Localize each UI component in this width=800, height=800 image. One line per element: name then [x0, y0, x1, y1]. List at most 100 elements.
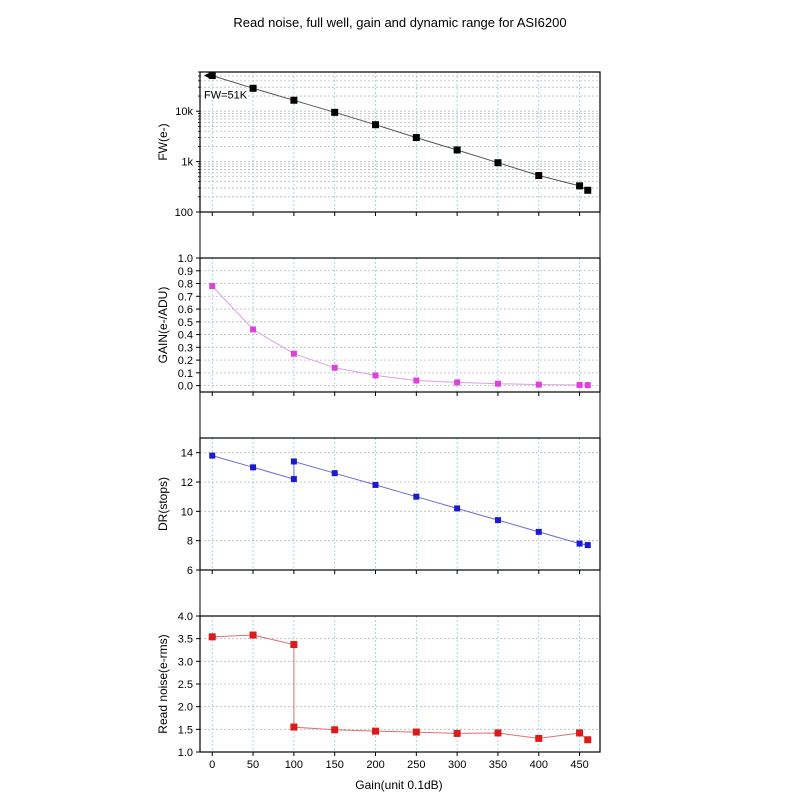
- y-axis-title: FW(e-): [156, 123, 170, 160]
- panel-dr: 6 8 10 12 14 DR(stops): [156, 437, 601, 577]
- data-point-read-noise: [453, 729, 461, 737]
- data-point-dr: [331, 470, 338, 477]
- y-tick-label: 2.5: [178, 679, 193, 691]
- y-tick-label: 8: [187, 536, 193, 548]
- annotation-arrow-head: [204, 72, 210, 79]
- y-tick-label: 0.2: [178, 355, 193, 367]
- y-axis-title: Read noise(e-rms): [156, 634, 170, 733]
- data-point-dr: [290, 476, 297, 483]
- data-point-fw: [453, 146, 461, 154]
- plot-frame: [199, 71, 601, 213]
- y-tick-label: 1.0: [178, 253, 193, 265]
- y-tick-label: 0.9: [178, 266, 193, 278]
- data-point-dr: [584, 542, 591, 549]
- series-line-dr: [212, 455, 588, 546]
- data-point-dr: [372, 481, 379, 488]
- y-tick-label: 1k: [181, 157, 193, 169]
- panel-read-noise: 1.0 1.5 2.0 2.5 3.0 3.5 4.0 0 50 100 150 200 250 300 3…: [156, 611, 601, 771]
- data-point-gain: [413, 377, 420, 384]
- data-point-dr: [413, 493, 420, 500]
- y-tick-label: 6: [187, 565, 193, 577]
- data-point-dr: [250, 464, 257, 471]
- data-point-gain: [290, 350, 297, 357]
- data-point-read-noise: [494, 729, 502, 737]
- data-point-read-noise: [535, 734, 543, 742]
- y-tick-label: 10: [181, 506, 193, 518]
- y-tick-label: 0.0: [178, 381, 193, 393]
- y-tick-label: 12: [181, 477, 193, 489]
- data-point-dr: [290, 458, 297, 465]
- data-point-gain: [331, 364, 338, 371]
- y-tick-label: 0.8: [178, 279, 193, 291]
- data-point-gain: [584, 382, 591, 389]
- y-tick-label: 0.1: [178, 368, 193, 380]
- plot-frame: [199, 257, 601, 393]
- x-tick-label: 200: [366, 759, 384, 771]
- chart-title: Read noise, full well, gain and dynamic …: [233, 15, 566, 30]
- data-point-dr: [209, 452, 216, 459]
- y-tick-label: 0.6: [178, 304, 193, 316]
- y-tick-label: 0.4: [178, 330, 193, 342]
- data-point-fw: [290, 96, 298, 104]
- data-point-read-noise: [208, 633, 216, 641]
- data-point-fw: [584, 186, 592, 194]
- data-point-gain: [494, 380, 501, 387]
- plot-frame: [199, 437, 601, 571]
- data-point-gain: [372, 372, 379, 379]
- data-point-gain: [209, 283, 216, 290]
- y-tick-label: 100: [175, 207, 193, 219]
- y-tick-label: 10k: [175, 106, 193, 118]
- data-point-fw: [208, 72, 216, 80]
- x-tick-label: 350: [489, 759, 507, 771]
- x-tick-label: 150: [326, 759, 344, 771]
- data-point-fw: [576, 182, 584, 190]
- data-point-gain: [454, 379, 461, 386]
- data-point-read-noise: [372, 727, 380, 735]
- x-tick-label: 100: [285, 759, 303, 771]
- data-point-read-noise: [584, 736, 592, 744]
- x-axis-title: Gain(unit 0.1dB): [355, 778, 442, 792]
- series-line-read-noise: [212, 634, 589, 741]
- annotation-label: FW=51K: [204, 90, 248, 102]
- y-axis-title: DR(stops): [156, 477, 170, 531]
- panel-fw: 100 1k 10k FW(e-) FW=51K: [156, 71, 601, 219]
- series-line-gain: [211, 285, 588, 386]
- y-tick-label: 0.7: [178, 291, 193, 303]
- data-point-dr: [494, 517, 501, 524]
- data-point-read-noise: [290, 641, 298, 649]
- y-tick-label: 4.0: [178, 611, 193, 623]
- data-point-fw: [535, 172, 543, 180]
- y-tick-label: 3.5: [178, 634, 193, 646]
- x-tick-label: 400: [530, 759, 548, 771]
- x-tick-label: 450: [570, 759, 588, 771]
- data-point-read-noise: [290, 723, 298, 731]
- data-point-gain: [250, 326, 257, 333]
- x-tick-label: 0: [209, 759, 215, 771]
- data-point-read-noise: [412, 728, 420, 736]
- data-point-gain: [576, 381, 583, 388]
- y-tick-label: 0.5: [178, 317, 193, 329]
- data-point-read-noise: [331, 726, 339, 734]
- data-point-dr: [576, 540, 583, 547]
- data-point-dr: [454, 505, 461, 512]
- panel-gain: 0.00.10.20.30.40.50.60.70.80.91.0 GAIN(e-…: [156, 253, 601, 396]
- data-point-fw: [249, 84, 257, 92]
- y-axis-title: GAIN(e-/ADU): [156, 287, 170, 364]
- data-point-dr: [535, 528, 542, 535]
- y-tick-label: 14: [181, 448, 193, 460]
- data-point-fw: [331, 108, 339, 116]
- y-tick-label: 0.3: [178, 342, 193, 354]
- data-point-fw: [372, 121, 380, 129]
- data-point-gain: [535, 381, 542, 388]
- x-tick-label: 250: [407, 759, 425, 771]
- x-tick-label: 50: [247, 759, 259, 771]
- y-tick-label: 3.0: [178, 656, 193, 668]
- data-point-fw: [412, 134, 420, 142]
- data-point-fw: [494, 159, 502, 167]
- y-tick-label: 2.0: [178, 702, 193, 714]
- x-tick-label: 300: [448, 759, 466, 771]
- y-tick-label: 1.0: [178, 747, 193, 759]
- y-tick-label: 1.5: [178, 724, 193, 736]
- chart-panels: 1001k10kFW(e-)FW=51K0.00.10.20.30.40.50.…: [156, 71, 601, 771]
